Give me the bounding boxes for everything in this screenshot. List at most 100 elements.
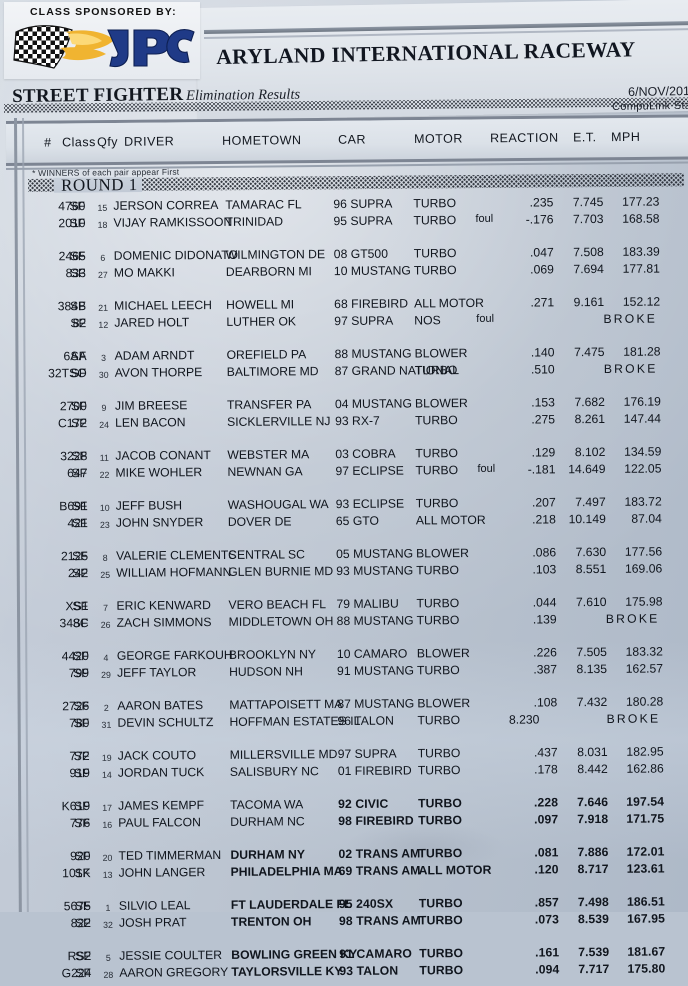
- cell-class: SF: [74, 849, 91, 864]
- cell-qfy: 8: [102, 552, 108, 563]
- table-row: 2010 SF 18 VIJAY RAMKISSOON TRINIDAD 95 SUPRA…: [0, 211, 686, 235]
- cell-driver: ADAM ARNDT: [114, 348, 195, 363]
- table-row: 776 SF 16 PAUL FALCON DURHAM NC 98 FIREBIRD TU…: [2, 811, 688, 835]
- cell-driver: DEVIN SCHULTZ: [117, 715, 214, 730]
- cell-motor: TURBO: [416, 663, 460, 678]
- cell-et: 7.694: [573, 261, 604, 277]
- cell-car: 87 MUSTANG: [337, 696, 415, 712]
- cell-driver: JEFF BUSH: [115, 498, 183, 513]
- cell-motor: TURBO: [415, 496, 459, 511]
- table-row: 799 SF 29 JEFF TAYLOR HUDSON NH 91 MUSTANG TUR…: [1, 661, 688, 685]
- cell-qfy: 12: [98, 319, 109, 330]
- cell-hometown: SICKLERVILLE NJ: [227, 414, 331, 429]
- cell-mph: 183.32: [625, 644, 663, 659]
- cell-et: 8.717: [577, 861, 609, 877]
- cell-car: 10 CAMARO: [336, 646, 408, 662]
- cell-qfy: 32: [103, 919, 113, 930]
- cell-car: 93 RX-7: [335, 413, 380, 429]
- cell-class: SF: [70, 299, 86, 314]
- cell-car: 88 MUSTANG: [336, 613, 414, 629]
- cell-mph: 186.51: [626, 894, 665, 909]
- cell-class: SF: [73, 766, 90, 781]
- cell-motor: ALL MOTOR: [414, 295, 484, 311]
- cell-mph: 181.28: [623, 344, 661, 359]
- cell-mph: 171.75: [626, 811, 665, 826]
- cell-motor: TURBO: [413, 246, 457, 261]
- cell-motor: TURBO: [416, 563, 459, 578]
- cell-foul: foul: [475, 212, 494, 225]
- cell-mph: 176.19: [623, 394, 661, 409]
- cell-et: 8.135: [576, 661, 608, 677]
- cell-car: 05 MUSTANG: [336, 546, 414, 562]
- cell-mph: 162.86: [626, 761, 664, 776]
- table-row: 82 SF 12 JARED HOLT LUTHER OK 97 SUPRA NOS foul…: [0, 311, 686, 335]
- cell-hometown: WEBSTER MA: [227, 447, 310, 462]
- cell-motor: TURBO: [413, 263, 457, 278]
- cell-class: SF: [72, 666, 89, 681]
- cell-hometown: TACOMA WA: [230, 797, 304, 812]
- cell-hometown: GLEN BURNIE MD: [228, 564, 334, 579]
- cell-et: 7.745: [572, 194, 604, 210]
- cell-motor: TURBO: [419, 946, 464, 961]
- cell-driver: MICHAEL LEECH: [114, 298, 212, 313]
- cell-class: SF: [73, 749, 90, 764]
- cell-car: 04 MUSTANG: [334, 396, 412, 412]
- cell-mph: 122.05: [624, 461, 662, 476]
- table-row: 348C SF 26 ZACH SIMMONS MIDDLETOWN OH 88 MUST…: [1, 611, 688, 635]
- cell-reaction: .047: [529, 245, 554, 260]
- jpc-racing-logo-icon: [13, 25, 195, 69]
- cell-driver: JOHN LANGER: [118, 865, 206, 880]
- cell-driver: JARED HOLT: [114, 315, 190, 330]
- cell-et: 7.717: [578, 961, 610, 977]
- cell-hometown: CENTRAL SC: [228, 547, 305, 562]
- cell-class: SF: [69, 249, 86, 264]
- cell-motor: TURBO: [414, 363, 458, 378]
- cell-class: SF: [69, 216, 86, 231]
- cell-qfy: 22: [99, 469, 110, 480]
- cell-qfy: 10: [99, 502, 110, 513]
- cell-reaction: .437: [533, 745, 558, 760]
- cell-hometown: TRANSFER PA: [226, 397, 312, 412]
- cell-mph: 162.57: [625, 661, 664, 676]
- cell-reaction: .271: [530, 295, 555, 310]
- sponsor-logo-box: CLASS SPONSORED BY:: [4, 2, 200, 79]
- cell-driver: AVON THORPE: [114, 365, 203, 380]
- cell-qfy: 20: [102, 852, 113, 863]
- cell-reaction: .235: [529, 195, 554, 210]
- cell-reaction: .103: [532, 562, 557, 577]
- cell-class: SF: [74, 866, 91, 881]
- cell-mph: 181.67: [627, 944, 666, 959]
- cell-reaction: .139: [532, 612, 557, 627]
- cell-car: 91 CAMARO: [339, 946, 412, 962]
- cell-motor: BLOWER: [416, 646, 470, 661]
- cell-qfy: 6: [100, 252, 106, 263]
- cell-hometown: WILMINGTON DE: [225, 247, 326, 262]
- cell-motor: TURBO: [417, 746, 461, 761]
- cell-motor: BLOWER: [414, 346, 468, 361]
- cell-car: 79 MALIBU: [336, 596, 399, 612]
- cell-et: 8.442: [577, 761, 608, 777]
- cell-et: 8.031: [577, 744, 608, 760]
- cell-mph: 167.95: [627, 911, 666, 926]
- cell-class: SF: [73, 716, 90, 731]
- document-header: ARYLAND INTERNATIONAL RACEWAY CLASS SPON…: [0, 0, 688, 126]
- cell-hometown: TAMARAC FL: [225, 197, 302, 212]
- cell-motor: TURBO: [417, 763, 461, 778]
- cell-driver: JEFF TAYLOR: [116, 665, 197, 680]
- cell-car: 95 SUPRA: [333, 213, 393, 229]
- cell-hometown: PHILADELPHIA MA: [230, 864, 343, 879]
- cell-reaction: .108: [533, 695, 558, 710]
- cell-qfy: 29: [101, 669, 111, 680]
- cell-mph: 175.80: [627, 961, 666, 976]
- cell-reaction: .044: [532, 595, 557, 610]
- results-table: 4760 SF 15 JERSON CORREA TAMARAC FL 96 SUPRA T…: [0, 194, 688, 981]
- cell-car: 10 MUSTANG: [333, 263, 411, 279]
- cell-et: 7.475: [573, 344, 605, 360]
- cell-reaction: .140: [530, 345, 555, 360]
- cell-driver: JOHN SNYDER: [115, 515, 204, 530]
- cell-hometown: BROOKLYN NY: [228, 647, 317, 662]
- cell-driver: SILVIO LEAL: [118, 898, 191, 913]
- cell-car: 92 CIVIC: [338, 796, 389, 812]
- cell-reaction: .073: [534, 912, 560, 927]
- cell-hometown: FT LAUDERDALE FL: [230, 896, 352, 912]
